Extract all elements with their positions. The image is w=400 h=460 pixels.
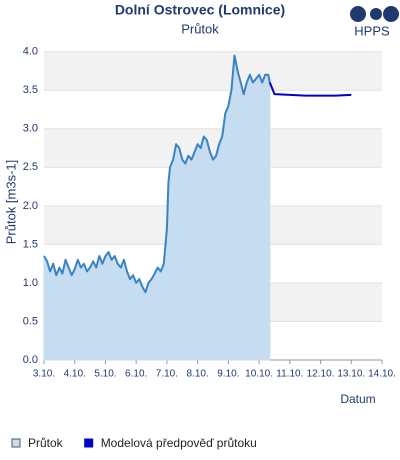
chart-title: Dolní Ostrovec (Lomnice) (115, 2, 285, 18)
x-tick-label: 5.10. (94, 369, 116, 380)
logo-circle (370, 8, 382, 20)
x-tick-label: 11.10. (276, 369, 303, 380)
x-tick-label: 3.10. (33, 369, 55, 380)
line (268, 82, 352, 97)
y-tick-label: 2.5 (23, 161, 38, 173)
legend-swatch (11, 438, 21, 448)
x-axis-label: Datum (340, 392, 375, 406)
x-tick-label: 8.10. (187, 369, 209, 380)
x-tick-label: 14.10. (368, 369, 396, 380)
y-tick-label: 4.0 (23, 46, 38, 58)
grid (44, 44, 382, 361)
logo: HPPS (350, 6, 399, 38)
legend-label: Průtok (28, 436, 64, 450)
chart-subtitle: Průtok (181, 21, 219, 36)
legend-label: Modelová předpověď průtoku (101, 436, 257, 450)
y-axis-label: Průtok [m3s-1] (3, 160, 18, 245)
y-tick-label: 0.5 (23, 315, 38, 327)
y-tick-label: 1.0 (23, 277, 38, 289)
line (43, 54, 271, 294)
grid-band (44, 51, 382, 91)
x-tick-label: 4.10. (64, 369, 86, 380)
x-tick-label: 12.10. (307, 369, 335, 380)
legend-swatch (84, 438, 94, 448)
logo-circle (383, 6, 399, 22)
x-tick-label: 13.10. (337, 369, 365, 380)
x-tick-label: 10.10. (245, 369, 273, 380)
logo-text: HPPS (354, 23, 390, 38)
x-tick-label: 7.10. (156, 369, 178, 380)
x-tick-label: 6.10. (125, 369, 147, 380)
x-tick-label: 9.10. (217, 369, 239, 380)
y-tick-label: 2.0 (23, 200, 38, 212)
y-tick-label: 3.0 (23, 123, 38, 135)
logo-circle (350, 6, 366, 22)
y-tick-label: 1.5 (23, 238, 38, 250)
y-tick-label: 0.0 (23, 354, 38, 366)
y-tick-label: 3.5 (23, 84, 38, 96)
